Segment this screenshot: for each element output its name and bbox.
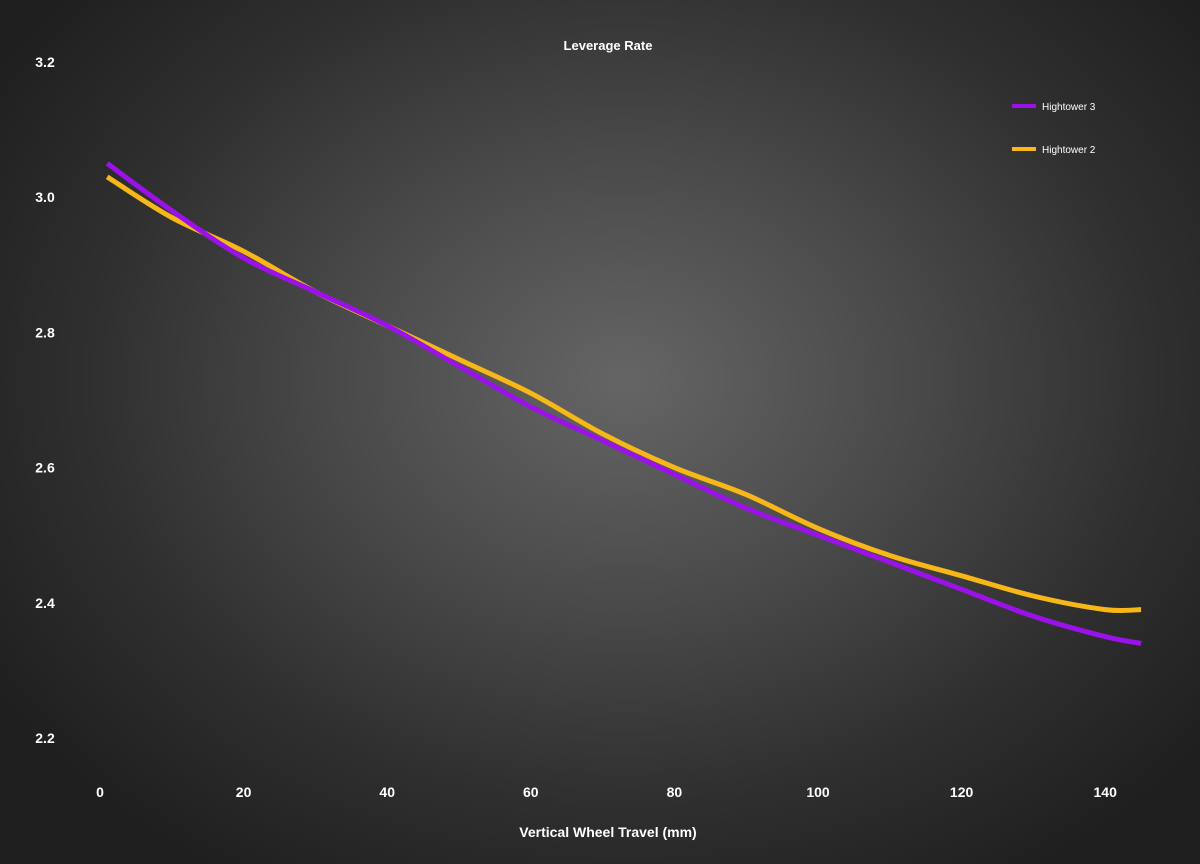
y-tick-label: 2.2: [35, 730, 55, 746]
x-tick-label: 120: [950, 784, 974, 800]
y-tick-label: 2.8: [35, 324, 55, 340]
y-tick-label: 3.2: [35, 54, 55, 70]
legend-label: Hightower 2: [1042, 145, 1096, 156]
x-tick-label: 80: [667, 784, 683, 800]
chart-title: Leverage Rate: [564, 38, 653, 53]
x-axis-label: Vertical Wheel Travel (mm): [519, 824, 696, 840]
x-axis-ticks: 0 20 40 60 80 100 120 140: [96, 784, 1117, 800]
x-tick-label: 60: [523, 784, 539, 800]
x-tick-label: 0: [96, 784, 104, 800]
x-tick-label: 100: [806, 784, 830, 800]
series-lines: [105, 161, 1142, 646]
series-line-hightower-2: [105, 174, 1142, 614]
legend: Hightower 3 Hightower 2: [1012, 102, 1096, 156]
y-tick-label: 2.6: [35, 460, 55, 476]
y-axis-ticks: 2.2 2.4 2.6 2.8 3.0 3.2: [35, 54, 55, 746]
series-line-hightower-3: [105, 161, 1142, 646]
legend-label: Hightower 3: [1042, 102, 1096, 113]
x-tick-label: 20: [236, 784, 252, 800]
y-tick-label: 3.0: [35, 189, 55, 205]
y-tick-label: 2.4: [35, 595, 55, 611]
x-tick-label: 40: [379, 784, 395, 800]
x-tick-label: 140: [1094, 784, 1118, 800]
